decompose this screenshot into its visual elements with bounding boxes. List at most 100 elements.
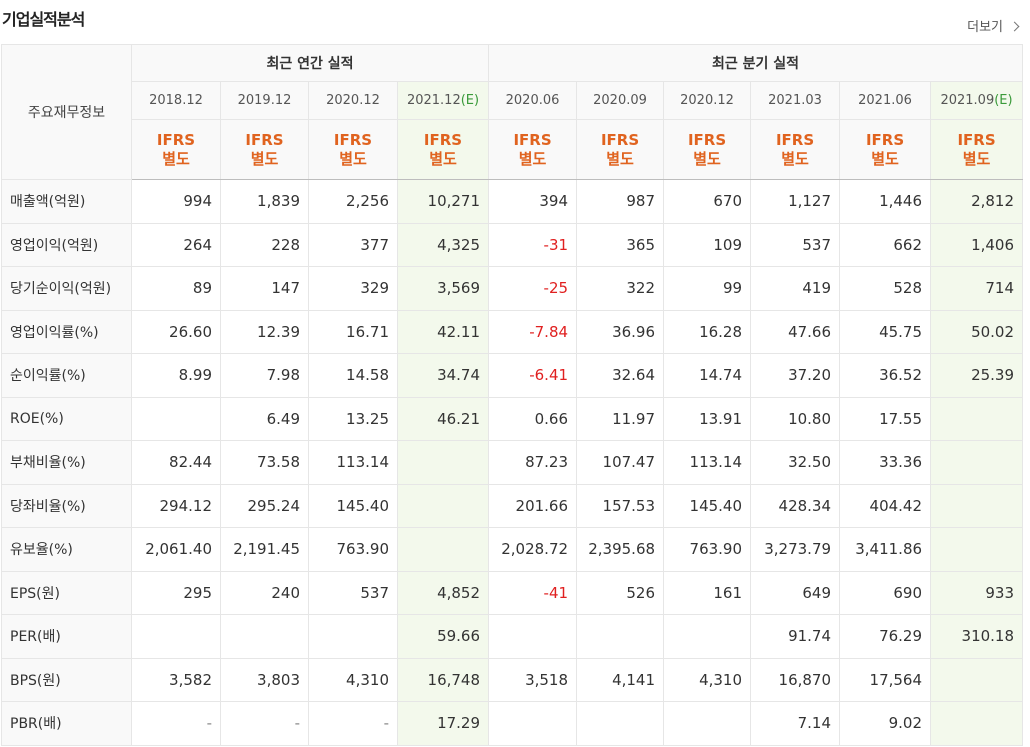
value-cell: 113.14 bbox=[663, 440, 752, 485]
accounting-basis: IFRS 별도 bbox=[930, 119, 1024, 180]
value-cell: 4,852 bbox=[396, 570, 490, 615]
value-cell: 649 bbox=[750, 570, 841, 615]
value-cell: 428.34 bbox=[750, 483, 841, 528]
value-cell: 2,191.45 bbox=[220, 527, 309, 572]
value-cell: 690 bbox=[839, 570, 932, 615]
value-cell: 322 bbox=[576, 266, 665, 311]
value-cell: 3,518 bbox=[488, 657, 578, 702]
data-row: 매출액(억원) 994 1,839 2,256 10,271 394 987 670 1,127… bbox=[1, 179, 1024, 224]
value-cell: 240 bbox=[220, 570, 309, 615]
value-cell: 12.39 bbox=[220, 309, 309, 354]
standard: IFRS bbox=[423, 130, 463, 149]
value-cell: 763.90 bbox=[308, 527, 398, 572]
value-cell: 365 bbox=[576, 222, 665, 267]
row-label: BPS(원) bbox=[1, 657, 132, 702]
accounting-basis: IFRS 별도 bbox=[488, 119, 578, 180]
empty-cell bbox=[488, 701, 578, 746]
row-label: PBR(배) bbox=[1, 701, 132, 746]
financial-table: 주요재무정보 최근 연간 실적 최근 분기 실적 2018.12 2019.12 2020… bbox=[1, 44, 1024, 746]
value-cell: 3,569 bbox=[396, 266, 490, 311]
value-cell: 11.97 bbox=[576, 396, 665, 441]
value-cell: 17.29 bbox=[396, 701, 490, 746]
data-row: ROE(%) 6.49 13.25 46.21 0.66 11.97 13.91 10.80 1… bbox=[1, 396, 1024, 441]
value-cell: 3,273.79 bbox=[750, 527, 841, 572]
standard: IFRS bbox=[687, 130, 727, 149]
value-cell: 2,395.68 bbox=[576, 527, 665, 572]
row-label: 영업이익률(%) bbox=[1, 309, 132, 354]
accounting-basis: IFRS 별도 bbox=[839, 119, 932, 180]
empty-cell bbox=[930, 657, 1024, 702]
value-cell: 2,028.72 bbox=[488, 527, 578, 572]
row-label: 유보율(%) bbox=[1, 527, 132, 572]
standard: IFRS bbox=[957, 130, 996, 149]
value-cell: 526 bbox=[576, 570, 665, 615]
row-label: ROE(%) bbox=[1, 396, 132, 441]
date-text: 2018.12 bbox=[149, 93, 203, 108]
period-date: 2020.06 bbox=[488, 81, 578, 120]
row-label: 당기순이익(억원) bbox=[1, 266, 132, 311]
standard: IFRS bbox=[333, 130, 373, 149]
empty-cell bbox=[930, 701, 1024, 746]
accounting-basis: IFRS 별도 bbox=[308, 119, 398, 180]
data-row: PBR(배) - - -17.29 7.14 9.02 bbox=[1, 701, 1024, 746]
empty-cell bbox=[131, 614, 221, 659]
value-cell: 994 bbox=[131, 179, 221, 224]
more-link[interactable]: 더보기 bbox=[967, 16, 1018, 35]
data-row: 부채비율(%) 82.44 73.58 113.14 87.23 107.47 113.14… bbox=[1, 440, 1024, 485]
row-header: 주요재무정보 bbox=[1, 44, 132, 180]
row-label: 순이익률(%) bbox=[1, 353, 132, 398]
value-cell: 3,582 bbox=[131, 657, 221, 702]
value-cell: 228 bbox=[220, 222, 309, 267]
estimate-mark: (E) bbox=[994, 93, 1013, 108]
value-cell: 109 bbox=[663, 222, 752, 267]
standard: IFRS bbox=[245, 130, 284, 149]
accounting-basis: IFRS 별도 bbox=[663, 119, 752, 180]
data-row: 유보율(%) 2,061.40 2,191.45 763.90 2,028.72 2,39… bbox=[1, 527, 1024, 572]
value-cell: 107.47 bbox=[576, 440, 665, 485]
value-cell: 26.60 bbox=[131, 309, 221, 354]
value-cell: 4,310 bbox=[663, 657, 752, 702]
value-cell: 42.11 bbox=[396, 309, 490, 354]
value-cell: 4,141 bbox=[576, 657, 665, 702]
data-row: 순이익률(%) 8.99 7.98 14.58 34.74 -6.41 32.64 14.74… bbox=[1, 353, 1024, 398]
accounting-basis: IFRS 별도 bbox=[396, 119, 490, 180]
row-label: 영업이익(억원) bbox=[1, 222, 132, 267]
value-cell: 82.44 bbox=[131, 440, 221, 485]
value-cell: 9.02 bbox=[839, 701, 932, 746]
value-cell: 89 bbox=[131, 266, 221, 311]
value-cell: 537 bbox=[308, 570, 398, 615]
value-cell: 2,812 bbox=[930, 179, 1024, 224]
value-cell: 87.23 bbox=[488, 440, 578, 485]
value-cell: 3,803 bbox=[220, 657, 309, 702]
row-label: 부채비율(%) bbox=[1, 440, 132, 485]
header-row: 주요재무정보 최근 연간 실적 최근 분기 실적 bbox=[1, 44, 1024, 180]
date-text: 2020.12 bbox=[680, 93, 734, 108]
date-text: 2020.06 bbox=[505, 93, 560, 108]
value-cell: 16.28 bbox=[663, 309, 752, 354]
standard: IFRS bbox=[600, 130, 640, 149]
date-text: 2021.03 bbox=[768, 93, 822, 108]
scope: 별도 bbox=[962, 149, 991, 168]
value-cell: 45.75 bbox=[839, 309, 932, 354]
empty-cell bbox=[576, 701, 665, 746]
empty-cell bbox=[308, 614, 398, 659]
value-cell: -6.41 bbox=[488, 353, 578, 398]
value-cell: 264 bbox=[131, 222, 221, 267]
value-cell: 14.58 bbox=[308, 353, 398, 398]
empty-cell bbox=[396, 440, 490, 485]
date-text: 2020.12 bbox=[326, 93, 380, 108]
data-row: 당기순이익(억원) 89 147 329 3,569 -25 322 99 419 528 714 bbox=[1, 266, 1024, 311]
period-date: 2018.12 bbox=[131, 81, 221, 120]
empty-cell bbox=[930, 440, 1024, 485]
accounting-basis: IFRS 별도 bbox=[220, 119, 309, 180]
standard: IFRS bbox=[865, 130, 905, 149]
value-cell: 33.36 bbox=[839, 440, 932, 485]
value-cell: 2,256 bbox=[308, 179, 398, 224]
value-cell: 537 bbox=[750, 222, 841, 267]
standard: IFRS bbox=[156, 130, 196, 149]
scope: 별도 bbox=[339, 149, 367, 168]
date-text: 2021.06 bbox=[858, 93, 912, 108]
empty-cell bbox=[930, 483, 1024, 528]
group-header: 최근 분기 실적 bbox=[488, 44, 1024, 82]
value-cell: - bbox=[220, 701, 309, 746]
